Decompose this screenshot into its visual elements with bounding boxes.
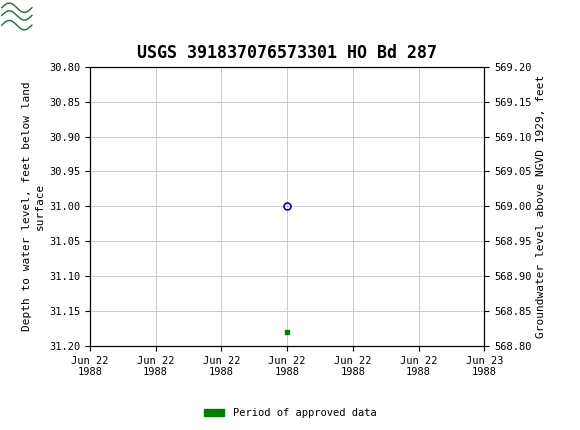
Legend: Period of approved data: Period of approved data — [200, 404, 380, 423]
Y-axis label: Depth to water level, feet below land
surface: Depth to water level, feet below land su… — [21, 82, 45, 331]
FancyBboxPatch shape — [1, 4, 33, 35]
Y-axis label: Groundwater level above NGVD 1929, feet: Groundwater level above NGVD 1929, feet — [536, 75, 546, 338]
Text: USGS: USGS — [38, 12, 85, 27]
Title: USGS 391837076573301 HO Bd 287: USGS 391837076573301 HO Bd 287 — [137, 44, 437, 62]
